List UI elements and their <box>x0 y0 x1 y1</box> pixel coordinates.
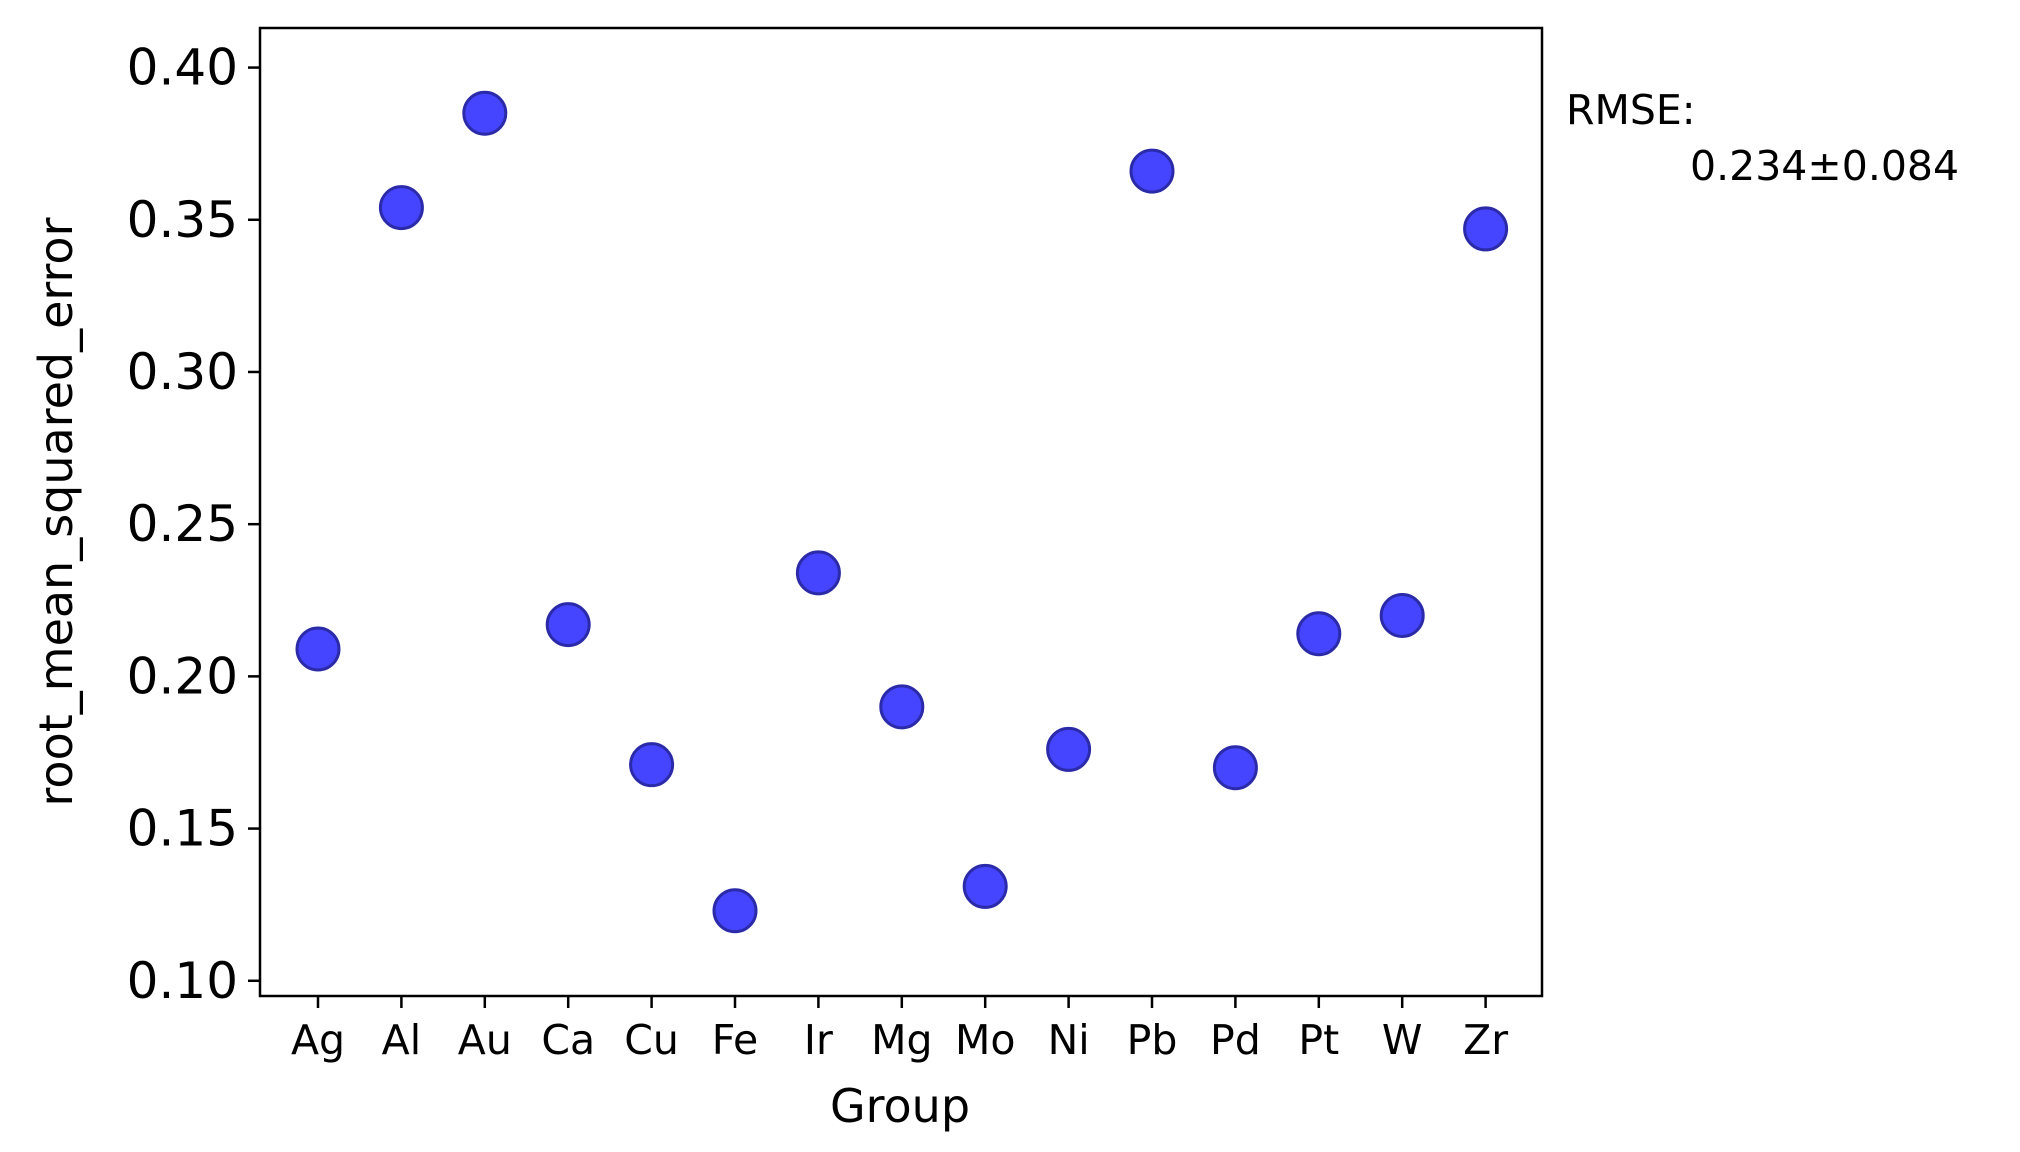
y-tick-label: 0.25 <box>127 495 238 553</box>
data-point-mg <box>879 684 925 730</box>
data-point-ag <box>295 626 341 672</box>
data-point-w <box>1379 592 1425 638</box>
data-point-pt <box>1296 611 1342 657</box>
x-tick-label-au: Au <box>458 1016 512 1064</box>
data-point-au <box>462 90 508 136</box>
x-tick-label-ag: Ag <box>291 1016 345 1064</box>
data-point-mo <box>962 863 1008 909</box>
x-tick-label-ni: Ni <box>1048 1016 1090 1064</box>
rmse-annotation-value: 0.234±0.084 <box>1690 142 1959 190</box>
data-point-ca <box>545 602 591 648</box>
x-axis-label: Group <box>830 1079 970 1133</box>
y-tick-label: 0.40 <box>127 39 238 97</box>
data-point-cu <box>629 742 675 788</box>
y-tick-label: 0.30 <box>127 343 238 401</box>
data-point-ir <box>795 550 841 596</box>
rmse-annotation-title: RMSE: <box>1566 86 1696 134</box>
y-axis-ticks: 0.10 0.15 0.20 0.25 0.30 0.35 0.40 <box>127 39 260 1010</box>
data-point-fe <box>712 888 758 934</box>
plot-area <box>258 26 1544 998</box>
y-tick-label: 0.20 <box>127 647 238 705</box>
x-tick-label-mo: Mo <box>955 1016 1015 1064</box>
y-tick-label: 0.35 <box>127 191 238 249</box>
x-tick-label-mg: Mg <box>871 1016 932 1064</box>
x-tick-label-zr: Zr <box>1463 1016 1508 1064</box>
x-tick-label-pd: Pd <box>1210 1016 1261 1064</box>
data-points <box>295 90 1509 934</box>
x-tick-label-pt: Pt <box>1298 1016 1339 1064</box>
y-tick-label: 0.10 <box>127 952 238 1010</box>
y-tick-label: 0.15 <box>127 800 238 858</box>
y-axis-label: root_mean_squared_error <box>29 217 83 806</box>
data-point-pb <box>1129 148 1175 194</box>
data-point-ni <box>1046 726 1092 772</box>
x-tick-label-ir: Ir <box>804 1016 833 1064</box>
x-tick-label-w: W <box>1382 1016 1423 1064</box>
data-point-pd <box>1212 745 1258 791</box>
x-axis-ticks: Ag Al Au Ca Cu Fe Ir Mg Mo Ni Pb Pd Pt W Zr <box>291 996 1508 1064</box>
x-tick-label-ca: Ca <box>541 1016 595 1064</box>
x-tick-label-fe: Fe <box>712 1016 759 1064</box>
x-tick-label-cu: Cu <box>624 1016 679 1064</box>
x-tick-label-pb: Pb <box>1127 1016 1178 1064</box>
x-tick-label-al: Al <box>382 1016 421 1064</box>
data-point-al <box>378 185 424 231</box>
data-point-zr <box>1463 206 1509 252</box>
